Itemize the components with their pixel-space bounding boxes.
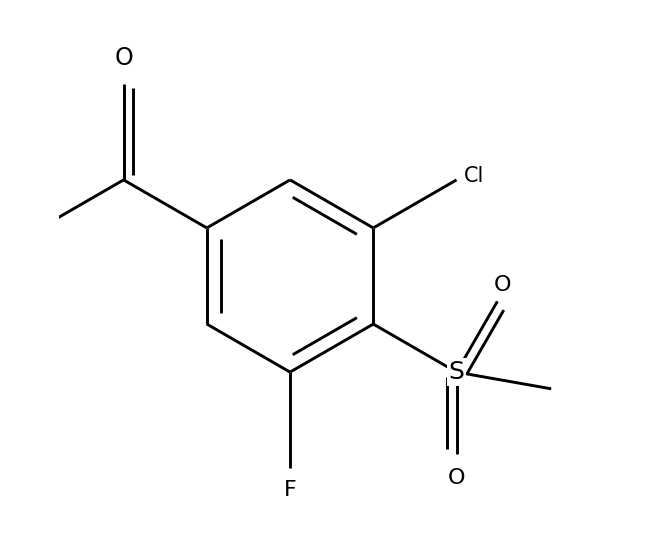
Text: O: O [494, 275, 512, 295]
Text: O: O [448, 468, 466, 487]
Text: Cl: Cl [464, 166, 484, 186]
Text: S: S [449, 360, 464, 384]
Text: O: O [114, 46, 133, 70]
Text: F: F [284, 480, 297, 500]
